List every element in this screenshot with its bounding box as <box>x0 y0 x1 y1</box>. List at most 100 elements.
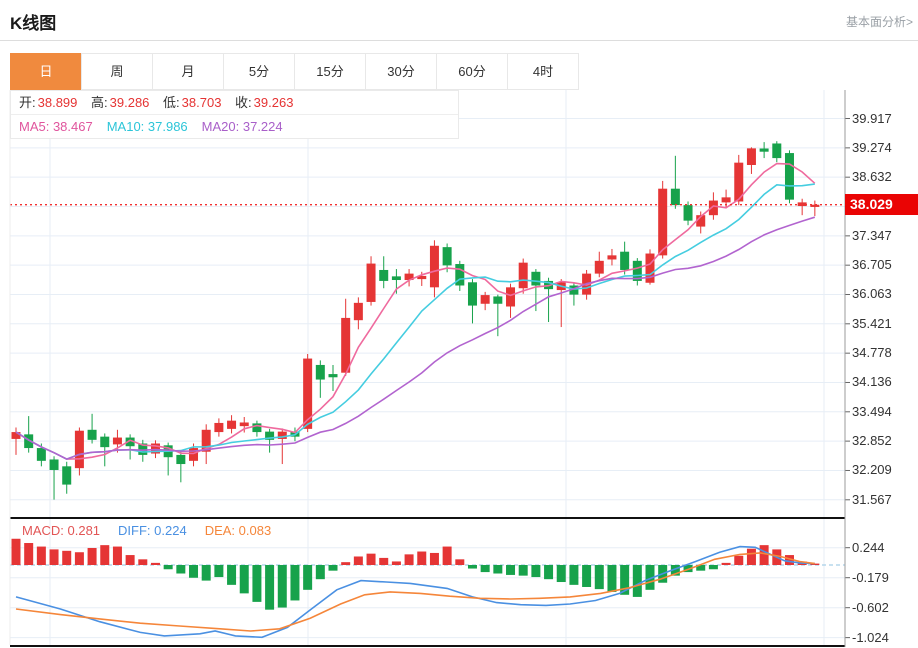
candle-body <box>353 302 363 321</box>
main-y-tick-label: 34.778 <box>852 345 892 361</box>
candle-body <box>150 443 160 454</box>
macd-histogram-bar <box>746 548 756 565</box>
diff-line <box>15 545 815 639</box>
candle-body <box>265 431 275 440</box>
candle-body <box>24 434 34 449</box>
low-value: 38.703 <box>181 95 222 110</box>
main-y-tick-label: 36.063 <box>852 286 892 302</box>
macd-histogram-bar <box>784 555 794 565</box>
candle-body <box>759 148 769 152</box>
main-y-tick-label: 37.347 <box>852 227 892 243</box>
macd-histogram-bar <box>227 565 237 585</box>
macd-histogram-bar <box>125 555 135 565</box>
candle-body <box>797 202 807 207</box>
period-tab-7[interactable]: 4时 <box>507 53 579 90</box>
main-y-tick-label: 31.567 <box>852 491 892 507</box>
macd-histogram-bar <box>455 559 465 565</box>
candle-body <box>201 429 211 452</box>
period-tab-6[interactable]: 60分 <box>436 53 508 90</box>
candle-body <box>632 260 642 281</box>
period-tab-0[interactable]: 日 <box>10 53 82 90</box>
macd-histogram-bar <box>670 565 680 576</box>
high-label: 高: <box>91 95 108 110</box>
ma-legend: MA5: 38.467 MA10: 37.986 MA20: 37.224 <box>11 114 458 138</box>
macd-histogram-bar <box>214 565 224 578</box>
macd-histogram-bar <box>556 565 566 583</box>
macd-histogram-bar <box>734 555 744 565</box>
macd-histogram-bar <box>632 565 642 597</box>
period-tab-4[interactable]: 15分 <box>294 53 366 90</box>
dea-line <box>15 552 815 632</box>
macd-histogram-bar <box>379 557 389 565</box>
candle-body <box>645 253 655 283</box>
candle-body <box>594 260 604 274</box>
main-y-tick-label: 36.705 <box>852 257 892 273</box>
candle-body <box>442 247 452 266</box>
macd-histogram-bar <box>493 565 503 574</box>
candle-body <box>303 358 313 429</box>
header-divider <box>0 40 918 41</box>
period-tab-3[interactable]: 5分 <box>223 53 295 90</box>
macd-histogram-bar <box>315 565 325 580</box>
macd-histogram-bar <box>582 565 592 587</box>
macd-histogram-bar <box>620 565 630 595</box>
candle-body <box>100 436 110 448</box>
main-candlestick-plot[interactable] <box>10 90 845 517</box>
open-label: 开: <box>19 95 36 110</box>
macd-histogram-bar <box>569 565 579 585</box>
macd-histogram-bar <box>544 565 554 580</box>
ma-legend-item-2: MA20: 37.224 <box>201 119 283 134</box>
candle-body <box>683 205 693 221</box>
bottom-border <box>10 645 845 647</box>
main-y-tick-label: 32.209 <box>852 462 892 478</box>
candle-body <box>721 197 731 203</box>
ma10-line <box>15 183 815 460</box>
candle-body <box>36 448 46 461</box>
macd-histogram-bar <box>366 553 376 565</box>
macd-histogram-bar <box>683 565 693 573</box>
macd-histogram-bar <box>442 546 452 565</box>
candle-body <box>620 251 630 270</box>
candle-body <box>455 264 465 286</box>
macd-histogram-bar <box>607 565 617 592</box>
candle-body <box>62 466 72 485</box>
period-tab-bar: 日周月 5分 15分 30分 60分 4时 <box>10 53 579 90</box>
macd-histogram-bar <box>417 551 427 565</box>
period-tab-2[interactable]: 月 <box>152 53 224 90</box>
candle-body <box>252 423 262 433</box>
fundamental-analysis-link[interactable]: 基本面分析> <box>845 15 913 29</box>
macd-histogram-bar <box>531 565 541 578</box>
period-tab-1[interactable]: 周 <box>81 53 153 90</box>
candle-body <box>518 262 528 289</box>
candle-body <box>658 188 668 256</box>
macd-histogram-bar <box>189 565 199 578</box>
macd-histogram-bar <box>239 565 249 594</box>
macd-y-tick-label: 0.244 <box>852 539 885 555</box>
macd-histogram-bar <box>49 549 59 565</box>
high-value: 39.286 <box>109 95 150 110</box>
main-y-tick-label: 33.494 <box>852 403 892 419</box>
legend-box: 开: 38.899 高: 39.286 低: 38.703 收: 39.263 MA5:… <box>10 90 459 139</box>
macd-histogram-bar <box>404 554 414 565</box>
candle-body <box>493 296 503 304</box>
candle-body <box>328 374 338 378</box>
macd-histogram-bar <box>645 565 655 590</box>
macd-histogram-bar <box>277 565 287 608</box>
candle-body <box>404 273 414 281</box>
candle-body <box>138 443 148 455</box>
candle-body <box>49 459 59 470</box>
candle-body <box>506 287 516 307</box>
macd-histogram-bar <box>112 546 122 565</box>
ma-legend-item-0: MA5: 38.467 <box>19 119 93 134</box>
candle-body <box>189 448 199 461</box>
candle-body <box>696 215 706 227</box>
macd-histogram-bar <box>721 562 731 565</box>
macd-histogram-bar <box>163 565 173 570</box>
macd-histogram-bar <box>176 565 186 574</box>
macd-histogram-bar <box>150 562 160 565</box>
macd-legend: MACD: 0.281 DIFF: 0.224 DEA: 0.083 <box>22 522 289 540</box>
period-tab-5[interactable]: 30分 <box>365 53 437 90</box>
macd-histogram-bar <box>87 547 97 565</box>
macd-histogram-bar <box>506 565 516 575</box>
